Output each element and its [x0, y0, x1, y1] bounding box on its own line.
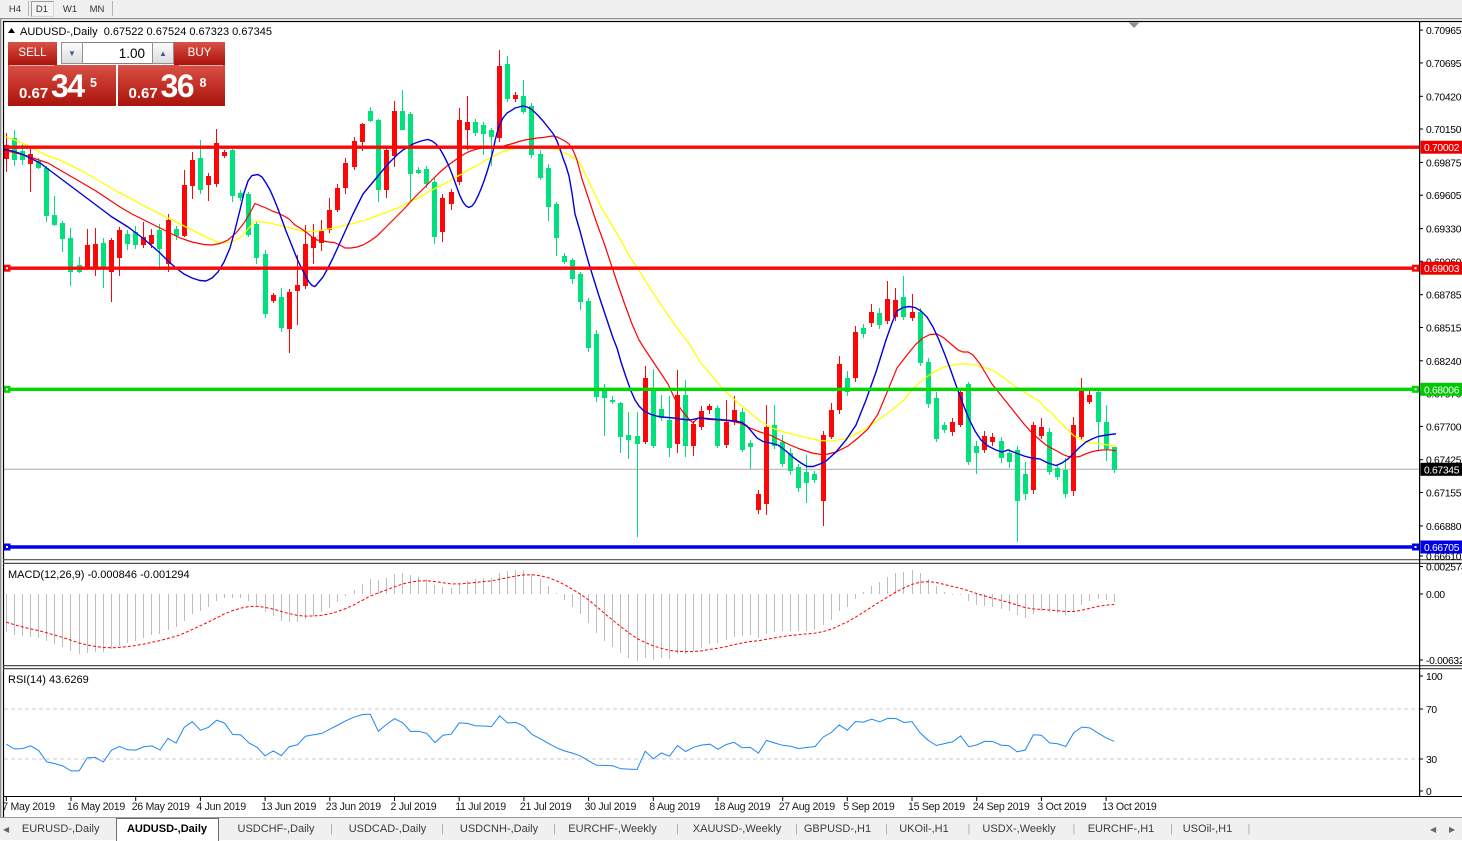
svg-text:0.66880: 0.66880 — [1426, 522, 1462, 533]
svg-text:0.002574: 0.002574 — [1426, 563, 1462, 574]
svg-text:-0.006326: -0.006326 — [1426, 656, 1462, 667]
svg-text:0.00: 0.00 — [1426, 590, 1445, 601]
svg-text:0.70695: 0.70695 — [1426, 59, 1462, 70]
svg-text:0.70420: 0.70420 — [1426, 92, 1462, 103]
svg-text:16 May 2019: 16 May 2019 — [67, 801, 125, 813]
svg-text:15 Sep 2019: 15 Sep 2019 — [908, 801, 965, 813]
svg-text:23 Jun 2019: 23 Jun 2019 — [326, 801, 381, 813]
svg-text:24 Sep 2019: 24 Sep 2019 — [973, 801, 1030, 813]
svg-text:5 Sep 2019: 5 Sep 2019 — [843, 801, 895, 813]
svg-text:0.69003: 0.69003 — [1424, 264, 1460, 275]
svg-text:0.67345: 0.67345 — [1424, 465, 1460, 476]
svg-text:11 Jul 2019: 11 Jul 2019 — [455, 801, 506, 813]
svg-text:0.68785: 0.68785 — [1426, 291, 1462, 302]
svg-text:0.70150: 0.70150 — [1426, 125, 1462, 136]
svg-text:0: 0 — [1426, 787, 1432, 798]
svg-text:30: 30 — [1426, 755, 1437, 766]
svg-text:27 Aug 2019: 27 Aug 2019 — [779, 801, 836, 813]
svg-text:0.67700: 0.67700 — [1426, 422, 1462, 433]
svg-text:0.68006: 0.68006 — [1424, 385, 1460, 396]
svg-text:MACD(12,26,9) -0.000846 -0.001: MACD(12,26,9) -0.000846 -0.001294 — [8, 569, 190, 581]
svg-text:70: 70 — [1426, 705, 1437, 716]
svg-text:0.66705: 0.66705 — [1424, 543, 1460, 554]
svg-text:30 Jul 2019: 30 Jul 2019 — [585, 801, 637, 813]
svg-text:AUDUSD-,Daily 0.67522 0.67524: AUDUSD-,Daily 0.67522 0.67524 0.67323 0.… — [20, 26, 272, 38]
svg-text:0.70965: 0.70965 — [1426, 26, 1462, 37]
svg-text:18 Aug 2019: 18 Aug 2019 — [714, 801, 771, 813]
svg-text:RSI(14) 43.6269: RSI(14) 43.6269 — [8, 674, 89, 686]
svg-text:4 Jun 2019: 4 Jun 2019 — [196, 801, 246, 813]
svg-text:0.68515: 0.68515 — [1426, 324, 1462, 335]
svg-text:100: 100 — [1426, 672, 1443, 683]
svg-text:2 Jul 2019: 2 Jul 2019 — [391, 801, 437, 813]
svg-text:3 Oct 2019: 3 Oct 2019 — [1037, 801, 1086, 813]
svg-text:0.70002: 0.70002 — [1424, 143, 1460, 154]
svg-text:7 May 2019: 7 May 2019 — [2, 801, 55, 813]
svg-text:0.68240: 0.68240 — [1426, 357, 1462, 368]
svg-text:0.69330: 0.69330 — [1426, 225, 1462, 236]
svg-text:0.67155: 0.67155 — [1426, 489, 1462, 500]
svg-text:0.69605: 0.69605 — [1426, 191, 1462, 202]
svg-text:13 Jun 2019: 13 Jun 2019 — [261, 801, 316, 813]
svg-text:0.69875: 0.69875 — [1426, 158, 1462, 169]
svg-text:26 May 2019: 26 May 2019 — [132, 801, 190, 813]
svg-text:13 Oct 2019: 13 Oct 2019 — [1102, 801, 1157, 813]
svg-text:21 Jul 2019: 21 Jul 2019 — [520, 801, 572, 813]
svg-text:8 Aug 2019: 8 Aug 2019 — [649, 801, 700, 813]
